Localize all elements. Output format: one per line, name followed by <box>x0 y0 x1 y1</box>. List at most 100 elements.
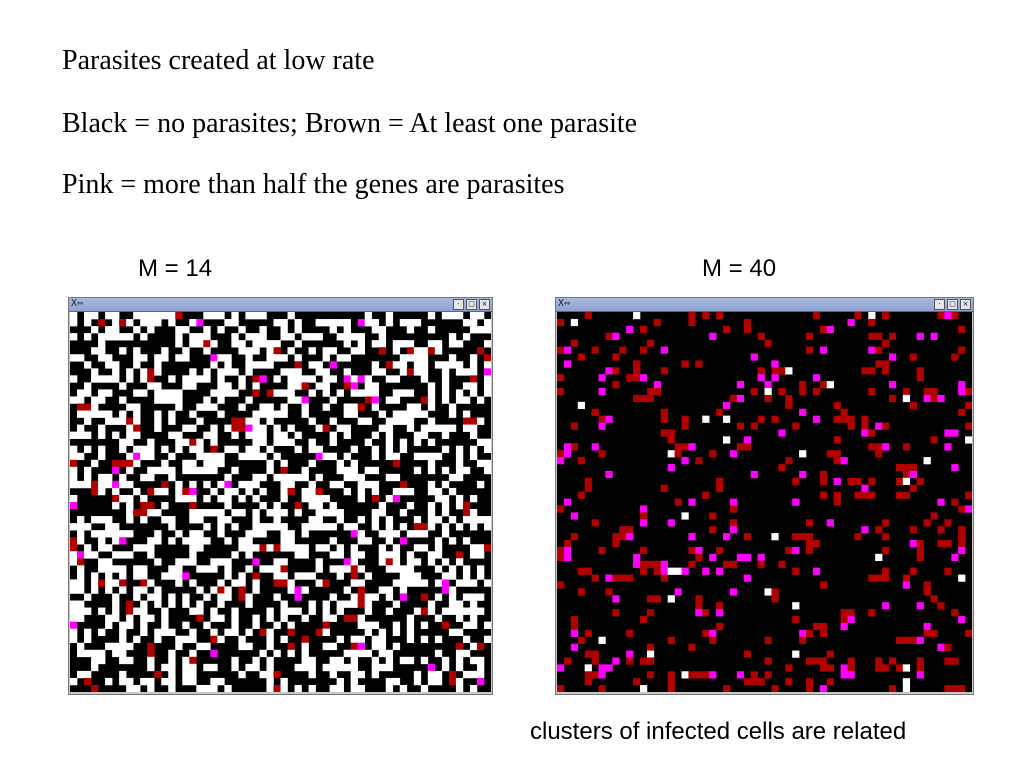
cell-free <box>175 487 183 496</box>
cell-free <box>427 438 436 447</box>
cell-infected <box>812 622 821 631</box>
cell-free <box>357 389 365 397</box>
cell-free <box>455 445 464 454</box>
cell-free <box>350 473 358 482</box>
cell-free <box>392 487 401 496</box>
cell-infected <box>147 649 155 658</box>
cell-free <box>203 403 211 411</box>
cell-free <box>315 523 323 531</box>
cell-free <box>105 473 113 482</box>
cell-free <box>455 473 464 482</box>
cell-majority <box>875 422 883 430</box>
cell-infected <box>923 629 931 638</box>
cell-free <box>140 586 148 594</box>
cell-free <box>84 382 92 390</box>
cell-free <box>315 333 323 341</box>
cell-free <box>357 537 365 545</box>
cell-free <box>385 551 394 559</box>
cell-infected <box>847 422 855 430</box>
cell-majority <box>640 374 648 382</box>
cell-infected <box>709 450 717 458</box>
cell-infected <box>771 685 779 692</box>
cell-infected <box>210 445 218 454</box>
cell-free <box>378 649 387 658</box>
cell-free <box>469 621 478 629</box>
cell-free <box>273 340 281 348</box>
cell-majority <box>840 671 848 679</box>
x-window-icon[interactable]: X⇔ <box>71 298 84 309</box>
cell-free <box>266 677 274 686</box>
close-button[interactable]: × <box>960 299 971 310</box>
cell-infected <box>764 657 772 665</box>
maximize-button[interactable]: □ <box>947 299 958 310</box>
cell-majority <box>350 530 358 538</box>
cell-free <box>350 333 358 341</box>
cell-free <box>119 333 127 341</box>
cell-free <box>252 333 260 341</box>
cell-free <box>147 614 155 622</box>
cell-free <box>462 333 471 341</box>
cell-infected <box>902 443 911 451</box>
cell-free <box>469 354 478 362</box>
minimize-button[interactable]: · <box>453 299 464 310</box>
cell-infected <box>889 394 897 403</box>
minimize-button[interactable]: · <box>934 299 945 310</box>
cell-majority <box>729 498 738 506</box>
cell-infected <box>951 657 959 665</box>
cell-free <box>168 600 176 608</box>
cell-infected <box>806 678 814 686</box>
cell-free <box>399 410 408 418</box>
cell-free <box>420 452 429 461</box>
cell-infected <box>736 443 745 451</box>
cell-free <box>133 445 141 454</box>
cell-free <box>140 312 148 320</box>
x-window-icon[interactable]: X⇔ <box>558 298 571 309</box>
cell-free <box>126 509 134 517</box>
cell-free <box>168 452 176 461</box>
cell-free <box>343 326 351 334</box>
cell-free <box>189 628 197 637</box>
cell-free <box>273 473 281 482</box>
cell-free <box>147 551 155 559</box>
cell-infected <box>385 558 394 566</box>
cell-free <box>308 670 316 679</box>
cell-free <box>280 410 288 418</box>
cell-free <box>371 319 380 327</box>
cell-free <box>238 670 246 679</box>
cell-free <box>196 417 204 425</box>
window-titlebar[interactable]: X⇔ · □ × <box>69 298 492 312</box>
cell-infected <box>854 533 862 541</box>
cell-infected <box>778 560 786 568</box>
cell-free <box>175 403 183 411</box>
cell-free <box>420 684 429 692</box>
cell-free <box>420 431 429 439</box>
cell-free <box>343 600 351 608</box>
cell-free <box>154 368 162 376</box>
cell-majority <box>605 367 613 375</box>
cell-free <box>91 396 99 404</box>
cell-infected <box>640 346 648 354</box>
cell-free <box>441 607 450 615</box>
cell-infected <box>729 394 738 403</box>
cell-free <box>469 361 478 369</box>
cell-free <box>476 607 485 615</box>
cell-free <box>483 579 491 587</box>
cell-free <box>70 607 78 615</box>
cell-free <box>84 361 92 369</box>
cell-free <box>140 621 148 629</box>
cell-free <box>343 431 351 439</box>
maximize-button[interactable]: □ <box>466 299 477 310</box>
cell-free <box>420 347 429 355</box>
cell-free <box>364 382 373 390</box>
cell-infected <box>357 586 365 594</box>
cell-free <box>168 523 176 531</box>
cell-free <box>238 452 246 461</box>
cell-free <box>203 375 211 383</box>
window-titlebar[interactable]: X⇔ · □ × <box>556 298 973 312</box>
cell-free <box>231 551 239 559</box>
cell-free <box>455 368 464 376</box>
cell-free <box>273 565 281 573</box>
cell-free <box>441 523 450 531</box>
cell-free <box>329 593 337 601</box>
close-button[interactable]: × <box>479 299 490 310</box>
